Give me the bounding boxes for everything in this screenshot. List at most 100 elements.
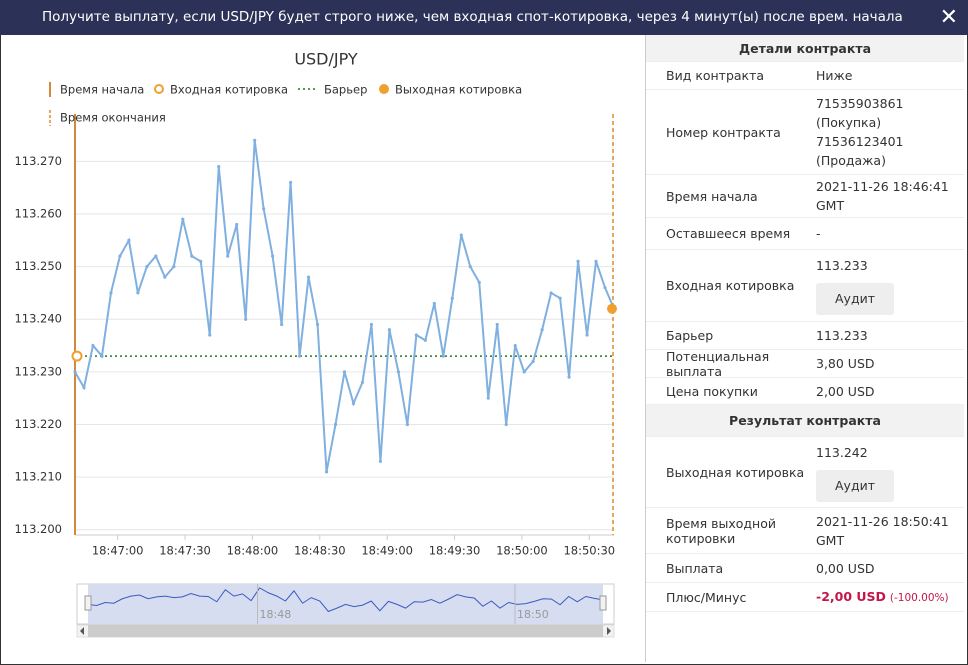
price-line — [87, 587, 604, 613]
price-point — [118, 254, 122, 258]
price-point — [324, 470, 329, 474]
price-point — [585, 333, 589, 337]
entry-spot — [71, 350, 83, 362]
price-point — [100, 354, 104, 358]
audit-button[interactable]: Аудит — [816, 469, 894, 502]
value: 3,80 USD — [816, 356, 875, 371]
price-point — [405, 422, 409, 427]
label: Время начала — [666, 188, 758, 204]
price-point — [226, 254, 230, 258]
price-point — [441, 354, 445, 358]
value-text: 113.242 — [816, 444, 868, 460]
price-point — [91, 343, 95, 348]
price-point — [432, 301, 436, 306]
navigator-handle[interactable] — [84, 595, 92, 611]
price-point — [82, 386, 86, 390]
navigator-label: 18:50 — [517, 608, 549, 621]
plot-area — [75, 114, 614, 535]
label: Оставшееся время — [666, 226, 791, 241]
price-point — [289, 180, 293, 185]
price-point — [594, 259, 598, 263]
scrollbar-thumb[interactable] — [88, 625, 603, 637]
row: Плюс/Минус -2,00 USD (-100.00%) — [646, 583, 964, 612]
legend-exit — [379, 84, 389, 94]
legend-label: Входная котировка — [170, 83, 288, 97]
price-point — [540, 328, 544, 332]
price-point — [199, 259, 203, 263]
row: Выходная котировка 113.242 Аудит — [646, 437, 964, 508]
legend-label: Выходная котировка — [395, 83, 522, 97]
section-title: Результат контракта — [646, 405, 964, 437]
row: Барьер 113.233 — [646, 322, 964, 350]
price-point — [495, 322, 499, 327]
x-tick-label: 18:48:30 — [294, 544, 346, 558]
y-tick-label: 113.220 — [14, 417, 62, 431]
chart: USD/JPY 113.200 113.210 113.220 113.230 113.… — [14, 50, 617, 638]
value: 71535903861 (Покупка) 71536123401 (Продажа) — [816, 94, 964, 170]
price-point — [576, 259, 580, 263]
line: (Продажа) — [816, 153, 886, 168]
price-point — [73, 370, 77, 374]
price-point — [567, 375, 571, 379]
close-button[interactable]: ✕ — [939, 5, 958, 30]
label: Выплата — [666, 560, 724, 576]
price-point — [208, 333, 212, 337]
price-point — [136, 291, 140, 295]
row: Потенциальная выплата 3,80 USD — [646, 349, 964, 379]
price-point — [163, 275, 167, 279]
header: Получите выплату, если USD/JPY будет стр… — [0, 0, 968, 60]
label: Барьер — [666, 328, 714, 343]
x-tick-label: 18:50:00 — [496, 544, 548, 558]
exit-spot — [607, 303, 617, 314]
label: Выходная котировка — [666, 464, 805, 480]
y-tick-label: 113.210 — [14, 470, 62, 484]
price-point — [154, 254, 158, 258]
row: Вид контракта Ниже — [646, 62, 964, 90]
scroll-left[interactable] — [80, 627, 84, 635]
x-tick-label: 18:48:00 — [227, 544, 279, 558]
price-point — [253, 138, 257, 142]
price-point — [190, 254, 194, 258]
price-point — [378, 459, 383, 463]
price-point — [468, 265, 472, 269]
value: - — [816, 226, 821, 241]
price-point — [351, 401, 356, 406]
scroll-right[interactable] — [607, 627, 611, 635]
section-title: Детали контракта — [646, 35, 964, 62]
price-point — [315, 322, 320, 327]
price-point — [603, 286, 607, 290]
audit-button[interactable]: Аудит — [816, 283, 894, 315]
price-point — [414, 333, 418, 337]
y-tick-label: 113.270 — [14, 154, 62, 168]
price-point — [522, 370, 526, 374]
value: 0,00 USD — [816, 560, 875, 576]
label: Вид контракта — [666, 68, 765, 83]
navigator-handle[interactable] — [599, 595, 607, 611]
line: (Покупка) — [816, 115, 882, 130]
row: Время начала 2021-11-26 18:46:41 GMT — [646, 175, 964, 218]
price-point — [423, 338, 427, 342]
price-point — [549, 291, 553, 295]
price-point — [262, 207, 266, 211]
value: 2021-11-26 18:50:41 GMT — [816, 513, 949, 548]
price-point — [342, 370, 347, 374]
value-text: 113.233 — [816, 258, 868, 273]
price-point — [127, 238, 131, 242]
price-point — [450, 296, 454, 300]
label: Плюс/Минус — [666, 589, 747, 605]
y-tick-label: 113.250 — [14, 259, 62, 273]
value: 2021-11-26 18:46:41 GMT — [816, 179, 949, 213]
row: Входная котировка 113.233 Аудит — [646, 250, 964, 322]
header-text: Получите выплату, если USD/JPY будет стр… — [42, 9, 903, 60]
y-tick-label: 113.200 — [14, 522, 62, 536]
value: Ниже — [816, 68, 853, 83]
chart-title: USD/JPY — [294, 50, 358, 69]
price-point — [459, 233, 463, 237]
price-point — [396, 370, 400, 374]
price-point — [297, 354, 302, 358]
price-point — [235, 222, 239, 227]
value: 113.242 Аудит — [816, 443, 964, 502]
row: Оставшееся время - — [646, 218, 964, 250]
line: 71535903861 — [816, 96, 904, 111]
